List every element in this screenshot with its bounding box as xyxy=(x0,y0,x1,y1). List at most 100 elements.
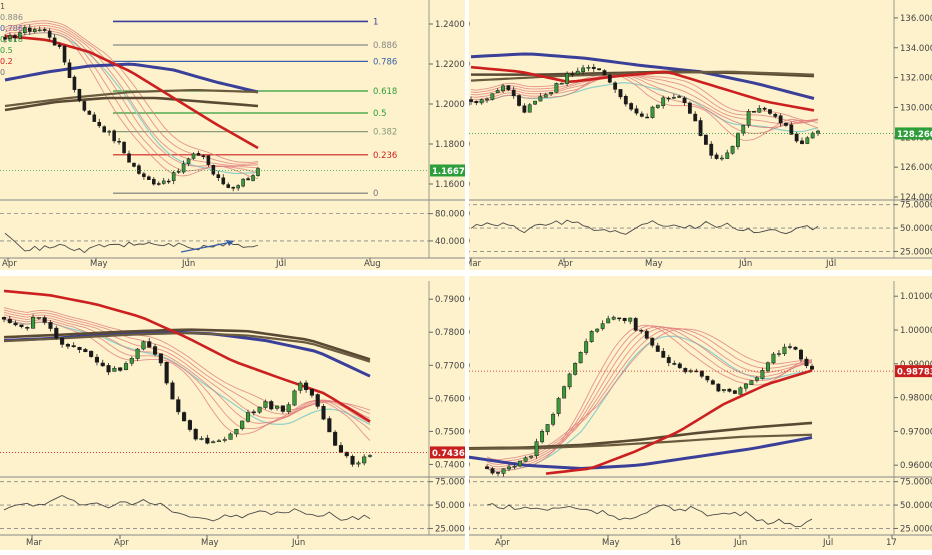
candle-body xyxy=(48,322,53,329)
candle-body xyxy=(156,183,161,185)
candle-body xyxy=(176,399,181,413)
candle-body xyxy=(19,324,24,327)
candle-body xyxy=(141,341,146,350)
fib-level-label: 0.618 xyxy=(373,87,397,97)
candle-body xyxy=(655,104,660,108)
candle-body xyxy=(222,439,227,441)
candle-body xyxy=(534,441,539,456)
candle-body xyxy=(286,404,291,413)
candle-body xyxy=(102,126,107,133)
candle-body xyxy=(228,433,233,440)
candle-body xyxy=(602,70,607,76)
candle-body xyxy=(199,438,204,440)
moving-average-line xyxy=(545,369,813,475)
candle-body xyxy=(182,412,187,422)
candle-body xyxy=(193,428,198,440)
moving-average-line xyxy=(4,62,259,94)
candle-body xyxy=(804,358,809,367)
ribbon-moving-average xyxy=(3,318,371,441)
candle-body xyxy=(171,172,176,182)
candle-body xyxy=(746,111,751,126)
fib-left-label: 0.786 xyxy=(0,24,23,33)
rsi-tick-label: 25.0000 xyxy=(900,524,932,534)
candle-body xyxy=(23,27,27,34)
last-price-label: 128.260 xyxy=(897,130,932,140)
candle-body xyxy=(709,143,714,156)
candle-body xyxy=(506,85,511,90)
candle-body xyxy=(584,341,589,353)
candle-body xyxy=(350,456,355,465)
candle-body xyxy=(732,390,737,394)
candle-body xyxy=(13,35,17,39)
candle-body xyxy=(226,184,231,188)
last-price-label: 1.16676 xyxy=(432,167,471,177)
rsi-line xyxy=(486,503,813,528)
candle-body xyxy=(788,346,792,348)
rsi-tick-label: 75.0000 xyxy=(900,201,932,211)
rsi-tick-label: 50.0000 xyxy=(900,224,932,234)
time-tick-label: Mar xyxy=(26,538,43,548)
time-tick-label: May xyxy=(201,538,219,548)
time-tick-label: Apr xyxy=(114,538,129,548)
candle-body xyxy=(606,318,611,324)
candle-body xyxy=(47,30,52,38)
candle-body xyxy=(597,68,602,71)
candle-body xyxy=(677,363,682,369)
rsi-tick-label: 75.0000 xyxy=(900,478,932,488)
candle-body xyxy=(634,108,639,114)
candle-body xyxy=(211,441,216,444)
candle-body xyxy=(32,29,37,33)
candle-body xyxy=(221,177,226,185)
candle-body xyxy=(176,171,181,173)
fib-level-label: 0.886 xyxy=(373,41,397,51)
candle-body xyxy=(545,424,550,433)
candle-body xyxy=(321,406,326,420)
candle-body xyxy=(67,62,72,79)
candle-body xyxy=(490,93,495,100)
price-tick-label: 1.20000 xyxy=(435,100,470,110)
time-tick-label: Apr xyxy=(495,538,510,548)
time-tick-label: Jun xyxy=(738,259,752,269)
candle-body xyxy=(810,132,815,139)
candle-body xyxy=(8,35,12,39)
price-tick-label: 1.01000 xyxy=(900,292,932,302)
candle-body xyxy=(147,341,152,348)
candle-body xyxy=(245,412,251,422)
candle-body xyxy=(738,387,743,395)
moving-average-line xyxy=(3,331,371,363)
candle-body xyxy=(773,113,778,117)
candle-body xyxy=(292,390,297,406)
candle-body xyxy=(578,352,583,364)
time-tick-label: 17 xyxy=(886,538,897,548)
candle-body xyxy=(607,74,612,83)
fib-left-label: 1 xyxy=(0,2,5,11)
candle-body xyxy=(554,83,559,93)
candle-body xyxy=(581,67,586,73)
candle-body xyxy=(551,413,556,425)
candle-body xyxy=(211,164,216,175)
price-tick-label: 1.22000 xyxy=(435,60,470,70)
candle-body xyxy=(170,382,175,400)
candle-body xyxy=(716,383,721,392)
candle-body xyxy=(479,99,484,104)
candle-body xyxy=(152,346,158,355)
price-axis xyxy=(894,281,932,535)
ribbon-moving-average xyxy=(486,327,813,463)
ribbon-moving-average xyxy=(470,73,819,124)
candle-body xyxy=(666,357,671,364)
candle-body xyxy=(765,362,770,372)
price-tick-label: 1.00000 xyxy=(900,326,932,336)
candle-body xyxy=(256,168,260,176)
candle-body xyxy=(589,331,594,342)
candle-body xyxy=(629,103,634,110)
candle-body xyxy=(77,88,82,101)
candle-body xyxy=(164,361,169,384)
candle-body xyxy=(236,185,240,189)
fib-left-label: 0.618 xyxy=(0,35,23,44)
ribbon-moving-average xyxy=(4,20,259,163)
fib-level-label: 1 xyxy=(373,17,378,27)
candle-body xyxy=(683,368,688,373)
candle-body xyxy=(666,97,671,100)
candle-body xyxy=(586,67,591,69)
price-tick-label: 1.16000 xyxy=(435,180,470,190)
